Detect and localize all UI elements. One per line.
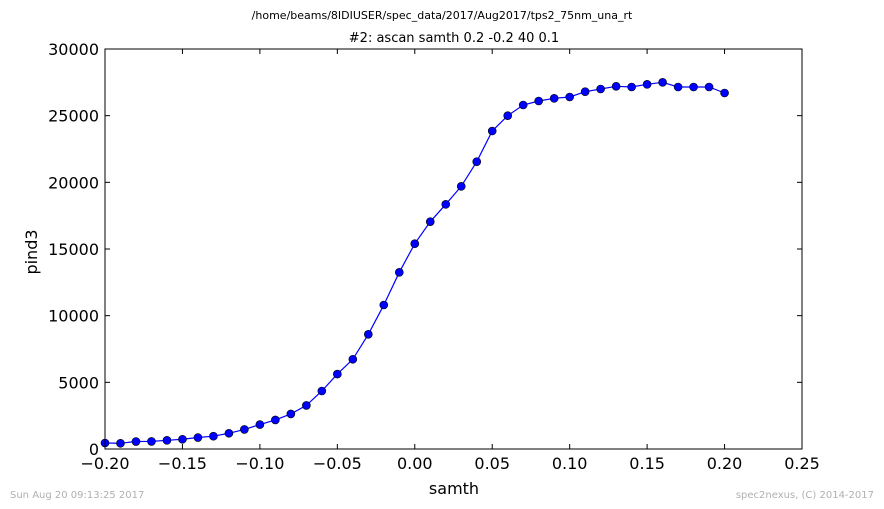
data-point xyxy=(333,369,342,379)
data-point xyxy=(240,425,249,434)
data-point xyxy=(627,82,636,92)
data-point xyxy=(348,354,358,364)
data-point xyxy=(658,78,667,87)
x-tick-label: 0.05 xyxy=(474,454,510,473)
x-tick-label: 0.25 xyxy=(784,454,820,473)
x-tick-label: 0.20 xyxy=(707,454,743,473)
plot-background xyxy=(105,49,802,449)
data-point xyxy=(720,88,729,98)
data-point xyxy=(317,386,327,396)
y-tick-label: 15000 xyxy=(48,240,99,259)
data-point xyxy=(549,94,559,103)
data-point xyxy=(116,438,125,448)
data-point xyxy=(611,82,621,91)
y-tick-label: 30000 xyxy=(48,40,99,59)
data-point xyxy=(147,437,156,446)
data-point xyxy=(642,80,652,89)
data-point xyxy=(565,92,574,102)
x-tick-label: −0.05 xyxy=(313,454,362,473)
series-pind3 xyxy=(100,78,729,448)
data-point xyxy=(394,268,404,277)
data-point xyxy=(534,96,543,106)
data-point xyxy=(503,111,513,120)
chart-title: #2: ascan samth 0.2 -0.2 40 0.1 xyxy=(349,31,559,46)
x-tick-label: −0.10 xyxy=(235,454,284,473)
x-axis-label: samth xyxy=(429,479,479,498)
data-point xyxy=(271,415,280,425)
data-point xyxy=(131,437,141,446)
figure-suptitle: /home/beams/8IDIUSER/spec_data/2017/Aug2… xyxy=(252,9,633,22)
data-point xyxy=(162,436,172,445)
data-point xyxy=(472,157,482,166)
data-point xyxy=(518,100,528,110)
data-point xyxy=(209,431,218,441)
data-point xyxy=(193,433,203,442)
footer-credit: spec2nexus, (C) 2014-2017 xyxy=(736,490,874,501)
y-tick-label: 20000 xyxy=(48,173,99,192)
y-tick-label: 10000 xyxy=(48,307,99,326)
data-point xyxy=(441,200,451,209)
plot-area: −0.20 −0.15 −0.10 −0.05 0.00 0.05 0.10 0.15 0.20… xyxy=(48,40,820,473)
data-point xyxy=(224,428,234,438)
data-point xyxy=(487,126,497,136)
data-point xyxy=(689,82,698,92)
y-tick-label: 0 xyxy=(89,440,99,459)
axis-ticks: −0.20 −0.15 −0.10 −0.05 0.00 0.05 0.10 0.15 0.20… xyxy=(48,40,820,473)
y-tick-label: 25000 xyxy=(48,107,99,126)
data-point xyxy=(286,409,296,419)
data-point xyxy=(178,434,187,444)
data-point xyxy=(673,82,683,92)
data-point xyxy=(410,239,420,248)
y-axis-label: pind3 xyxy=(22,229,41,274)
x-tick-label: 0.15 xyxy=(629,454,665,473)
x-tick-label: −0.15 xyxy=(158,454,207,473)
x-tick-label: −0.20 xyxy=(80,454,129,473)
data-point xyxy=(704,82,714,92)
data-point xyxy=(580,87,590,96)
footer-timestamp: Sun Aug 20 09:13:25 2017 xyxy=(10,490,144,501)
data-point xyxy=(302,401,311,410)
data-point xyxy=(255,420,265,429)
data-point xyxy=(364,330,373,339)
plot-frame xyxy=(104,48,803,450)
y-tick-label: 5000 xyxy=(58,373,99,392)
data-point xyxy=(379,300,389,310)
x-tick-label: 0.00 xyxy=(397,454,433,473)
data-point xyxy=(456,182,466,191)
data-point xyxy=(425,217,435,226)
data-point xyxy=(596,84,605,94)
x-tick-label: 0.10 xyxy=(552,454,588,473)
